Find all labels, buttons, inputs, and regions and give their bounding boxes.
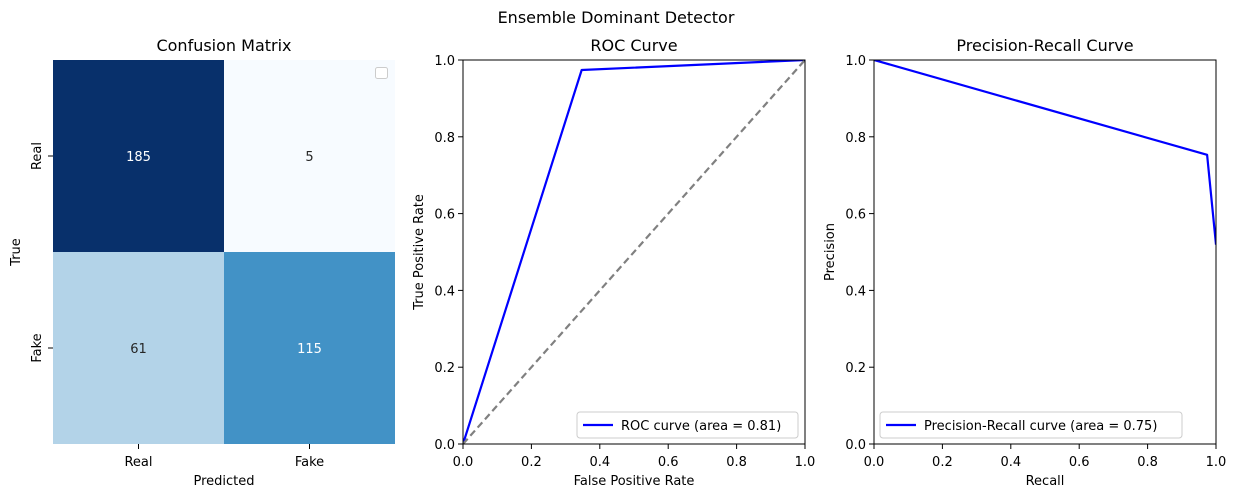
roc-y-tick-label: 0.4: [434, 284, 455, 299]
roc-y-tick-label: 0.8: [434, 131, 455, 146]
roc-legend-box: [576, 411, 799, 439]
roc-x-tick-label: 0.2: [521, 455, 542, 470]
roc-curve-title: ROC Curve: [590, 36, 677, 55]
cell-value-label: 61: [130, 342, 147, 357]
y-tick-label: Fake: [30, 333, 45, 362]
pr-y-tick-label: 1.0: [845, 54, 866, 69]
confusion-matrix-xlabel: Predicted: [193, 474, 254, 489]
roc-axes-frame: [462, 59, 806, 445]
roc-ylabel: True Positive Rate: [412, 194, 427, 311]
pr-y-tick-label: 0.6: [845, 208, 866, 223]
heatmap-cell: [224, 60, 395, 252]
confusion-matrix-axes: Real Fake Real Fake: [30, 142, 324, 470]
x-tick-label: Fake: [295, 455, 324, 470]
roc-x-tick-label: 0.8: [726, 455, 747, 470]
pr-y-tick-label: 0.2: [845, 361, 866, 376]
figure-title: Ensemble Dominant Detector: [498, 8, 735, 27]
roc-y-tick-label: 0.6: [434, 208, 455, 223]
roc-y-tick-label: 0.0: [434, 438, 455, 453]
pr-y-tick-label: 0.0: [845, 438, 866, 453]
roc-legend: ROC curve (area = 0.81): [576, 411, 799, 439]
cell-value-label: 185: [126, 150, 151, 165]
roc-diagonal-reference-line: [463, 60, 805, 444]
cell-value-label: 5: [305, 150, 313, 165]
heatmap-cell: [53, 60, 224, 252]
precision-recall-panel: Precision-Recall Curve 0.0 0.2 0.4 0.6 0.8 1.…: [823, 36, 1226, 489]
empty-legend-box: [375, 67, 388, 79]
pr-legend: Precision-Recall curve (area = 0.75): [879, 411, 1183, 439]
precision-recall-xlabel: Recall: [1026, 474, 1065, 489]
roc-x-tick-label: 0.6: [658, 455, 679, 470]
heatmap-cell: [224, 252, 395, 444]
pr-y-tick-label: 0.4: [845, 284, 866, 299]
confusion-matrix-cells: 185 5 61 115: [53, 60, 395, 444]
pr-x-tick-label: 0.0: [864, 455, 885, 470]
roc-legend-label: ROC curve (area = 0.81): [621, 419, 781, 434]
pr-plot-area: [874, 60, 1216, 444]
roc-x-tick-label: 0.0: [453, 455, 474, 470]
roc-series-line: [463, 60, 805, 444]
x-tick-label: Real: [124, 455, 152, 470]
precision-recall-ylabel: Precision: [823, 223, 838, 281]
roc-x-tick-label: 0.4: [589, 455, 610, 470]
pr-x-tick-label: 0.2: [932, 455, 953, 470]
y-tick-label: Real: [30, 142, 45, 170]
roc-y-tick-label: 0.2: [434, 361, 455, 376]
cell-value-label: 115: [297, 342, 322, 357]
pr-x-tick-label: 0.6: [1069, 455, 1090, 470]
roc-y-tick-label: 1.0: [434, 54, 455, 69]
roc-xlabel: False Positive Rate: [574, 474, 695, 489]
pr-legend-label: Precision-Recall curve (area = 0.75): [924, 419, 1157, 434]
confusion-matrix-ylabel: True: [9, 238, 24, 267]
pr-y-tick-label: 0.8: [845, 131, 866, 146]
pr-x-tick-label: 1.0: [1206, 455, 1227, 470]
roc-curve-panel: ROC Curve 0.0 0.2 0.4 0.6 0.8 1.0 0.0 0.2 0.4 0.6…: [412, 36, 815, 489]
confusion-matrix-panel: Confusion Matrix 185 5 61 115 Real Fake Real F…: [9, 36, 395, 489]
pr-x-tick-label: 0.8: [1137, 455, 1158, 470]
pr-axes-frame: [873, 59, 1217, 445]
pr-series-line: [874, 60, 1216, 245]
roc-x-tick-label: 1.0: [795, 455, 816, 470]
confusion-matrix-title: Confusion Matrix: [156, 36, 291, 55]
pr-x-tick-label: 0.4: [1000, 455, 1021, 470]
pr-legend-box: [879, 411, 1183, 439]
heatmap-cell: [53, 252, 224, 444]
precision-recall-title: Precision-Recall Curve: [956, 36, 1133, 55]
